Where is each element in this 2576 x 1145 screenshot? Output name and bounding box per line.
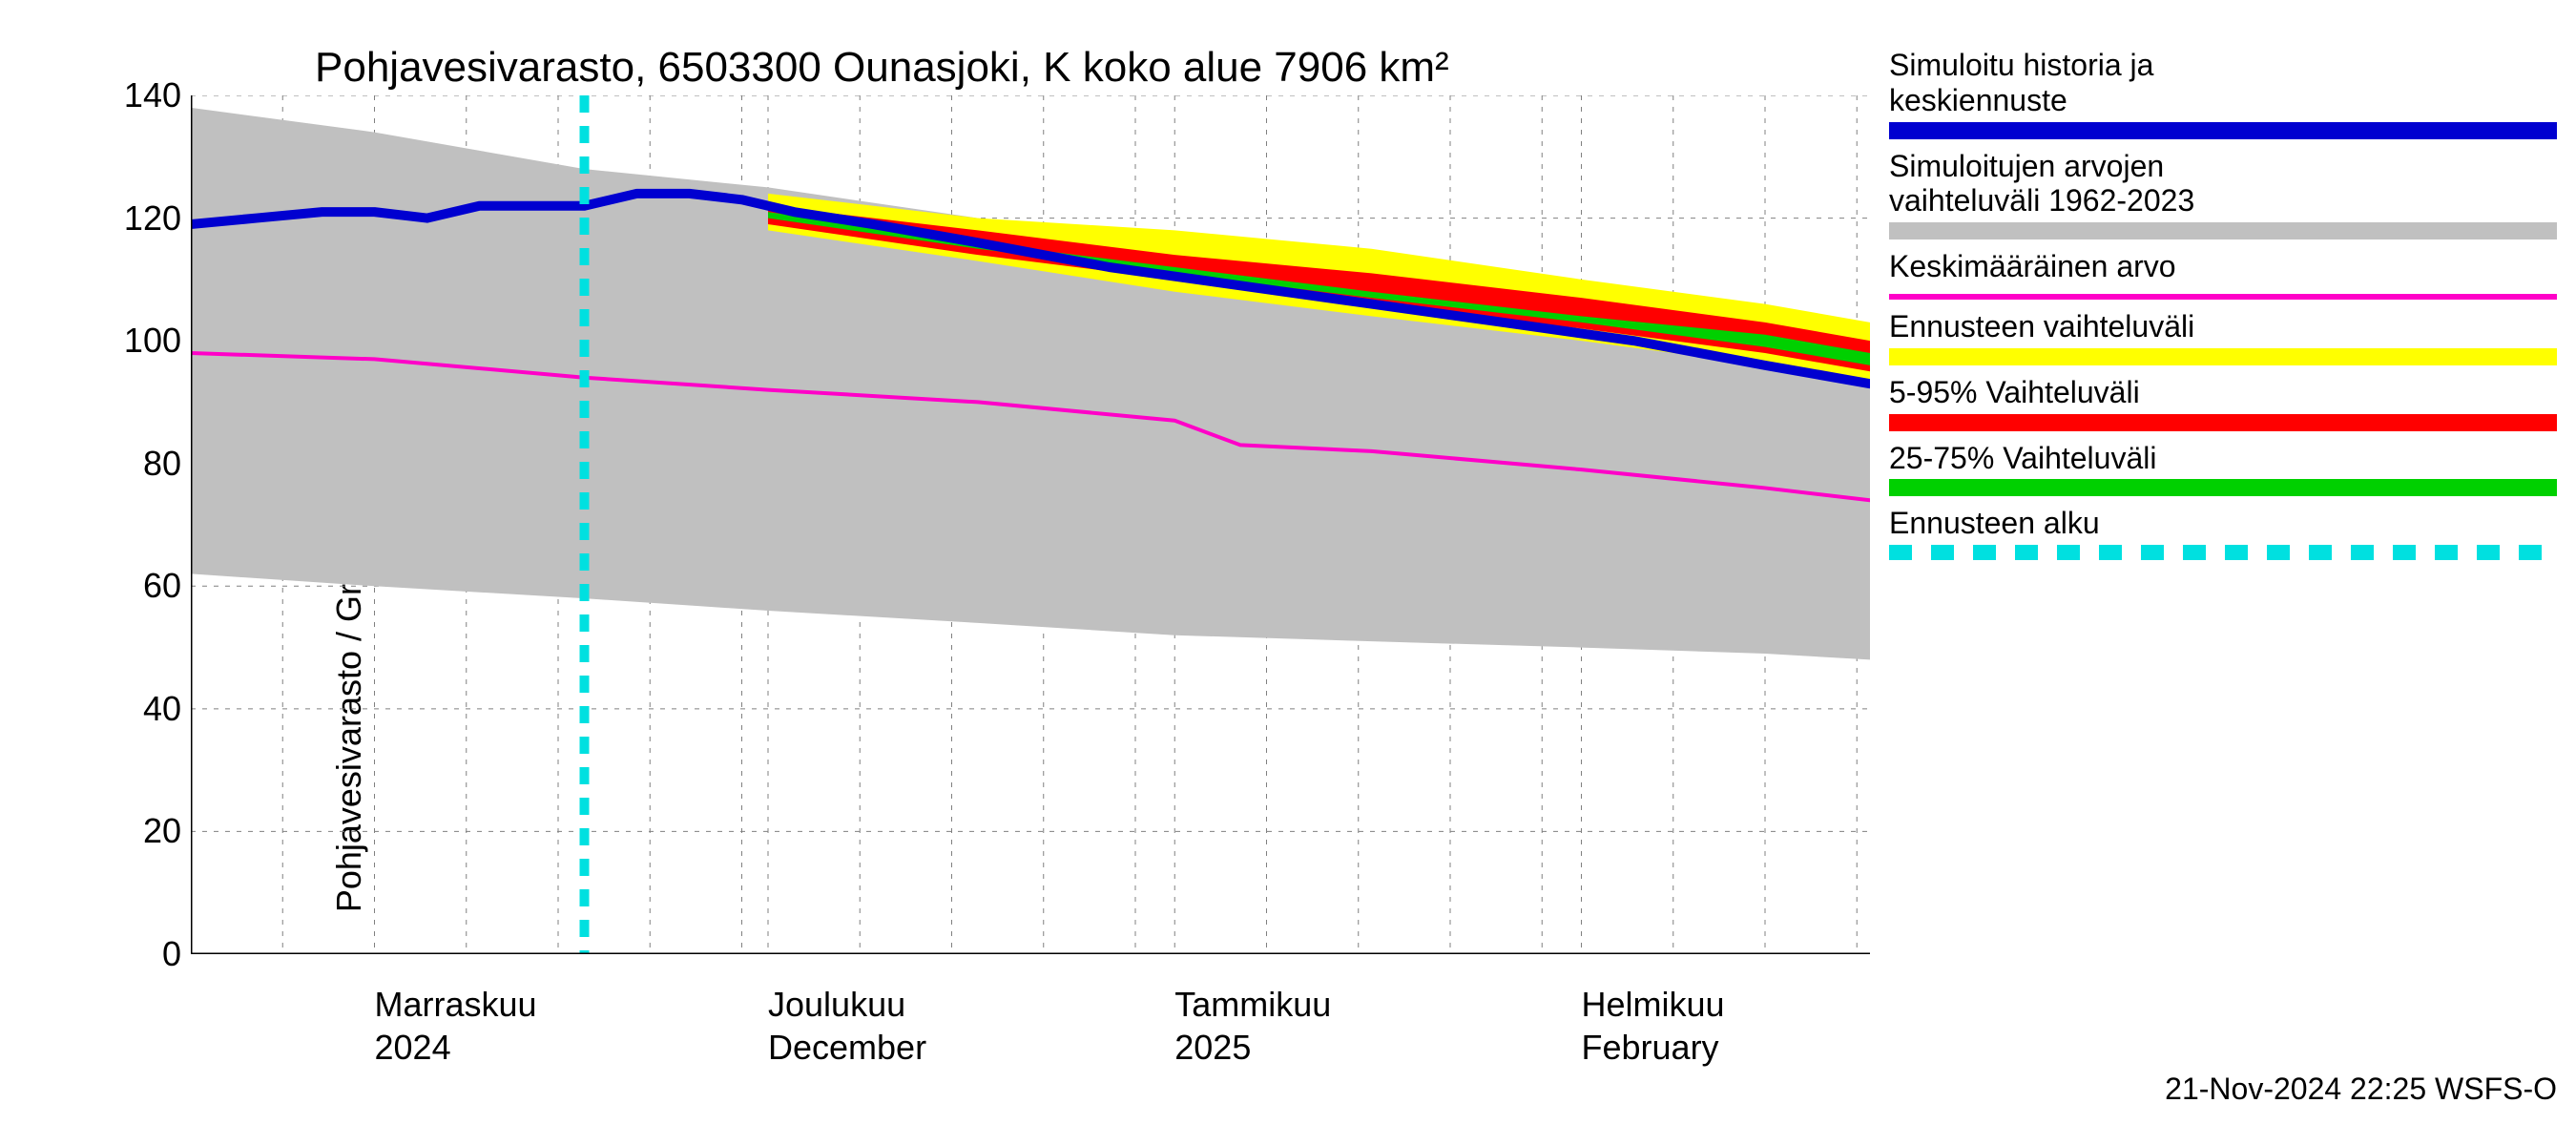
x-month-label: Marraskuu2024 (375, 983, 537, 1069)
legend-label: Simuloitujen arvojenvaihteluväli 1962-20… (1889, 149, 2557, 219)
plot-svg (191, 95, 1870, 954)
timestamp-footer: 21-Nov-2024 22:25 WSFS-O (2165, 1072, 2557, 1107)
legend-swatch (1889, 479, 2557, 496)
legend-entry: Keskimääräinen arvo (1889, 249, 2557, 300)
legend-label: Simuloitu historia jakeskiennuste (1889, 48, 2557, 118)
x-month-label: HelmikuuFebruary (1582, 983, 1725, 1069)
y-tick: 40 (105, 689, 181, 729)
legend-entry: Simuloitu historia jakeskiennuste (1889, 48, 2557, 139)
legend-label: Ennusteen alku (1889, 506, 2557, 541)
legend-entry: Ennusteen alku (1889, 506, 2557, 560)
y-tick: 140 (105, 75, 181, 115)
legend-entry: Simuloitujen arvojenvaihteluväli 1962-20… (1889, 149, 2557, 240)
legend-swatch (1889, 545, 2557, 560)
legend-entry: 25-75% Vaihteluväli (1889, 441, 2557, 497)
y-tick: 100 (105, 321, 181, 361)
legend-entry: 5-95% Vaihteluväli (1889, 375, 2557, 431)
legend-swatch (1889, 222, 2557, 239)
legend-label: Keskimääräinen arvo (1889, 249, 2557, 284)
x-month-label: Tammikuu2025 (1174, 983, 1331, 1069)
legend-swatch (1889, 122, 2557, 139)
legend-label: 25-75% Vaihteluväli (1889, 441, 2557, 476)
legend-label: 5-95% Vaihteluväli (1889, 375, 2557, 410)
chart-page: Pohjavesivarasto / Groundwater storage m… (0, 0, 2576, 1145)
legend-swatch (1889, 348, 2557, 365)
y-tick: 20 (105, 811, 181, 851)
y-tick: 0 (105, 934, 181, 974)
plot-area (191, 95, 1870, 954)
legend: Simuloitu historia jakeskiennuste Simuloi… (1889, 48, 2557, 570)
legend-swatch (1889, 414, 2557, 431)
x-month-label: JoulukuuDecember (768, 983, 926, 1069)
legend-label: Ennusteen vaihteluväli (1889, 309, 2557, 344)
y-tick: 80 (105, 444, 181, 484)
y-tick: 60 (105, 566, 181, 606)
chart-title: Pohjavesivarasto, 6503300 Ounasjoki, K k… (315, 44, 1449, 92)
y-tick: 120 (105, 198, 181, 239)
legend-entry: Ennusteen vaihteluväli (1889, 309, 2557, 365)
legend-swatch (1889, 294, 2557, 300)
